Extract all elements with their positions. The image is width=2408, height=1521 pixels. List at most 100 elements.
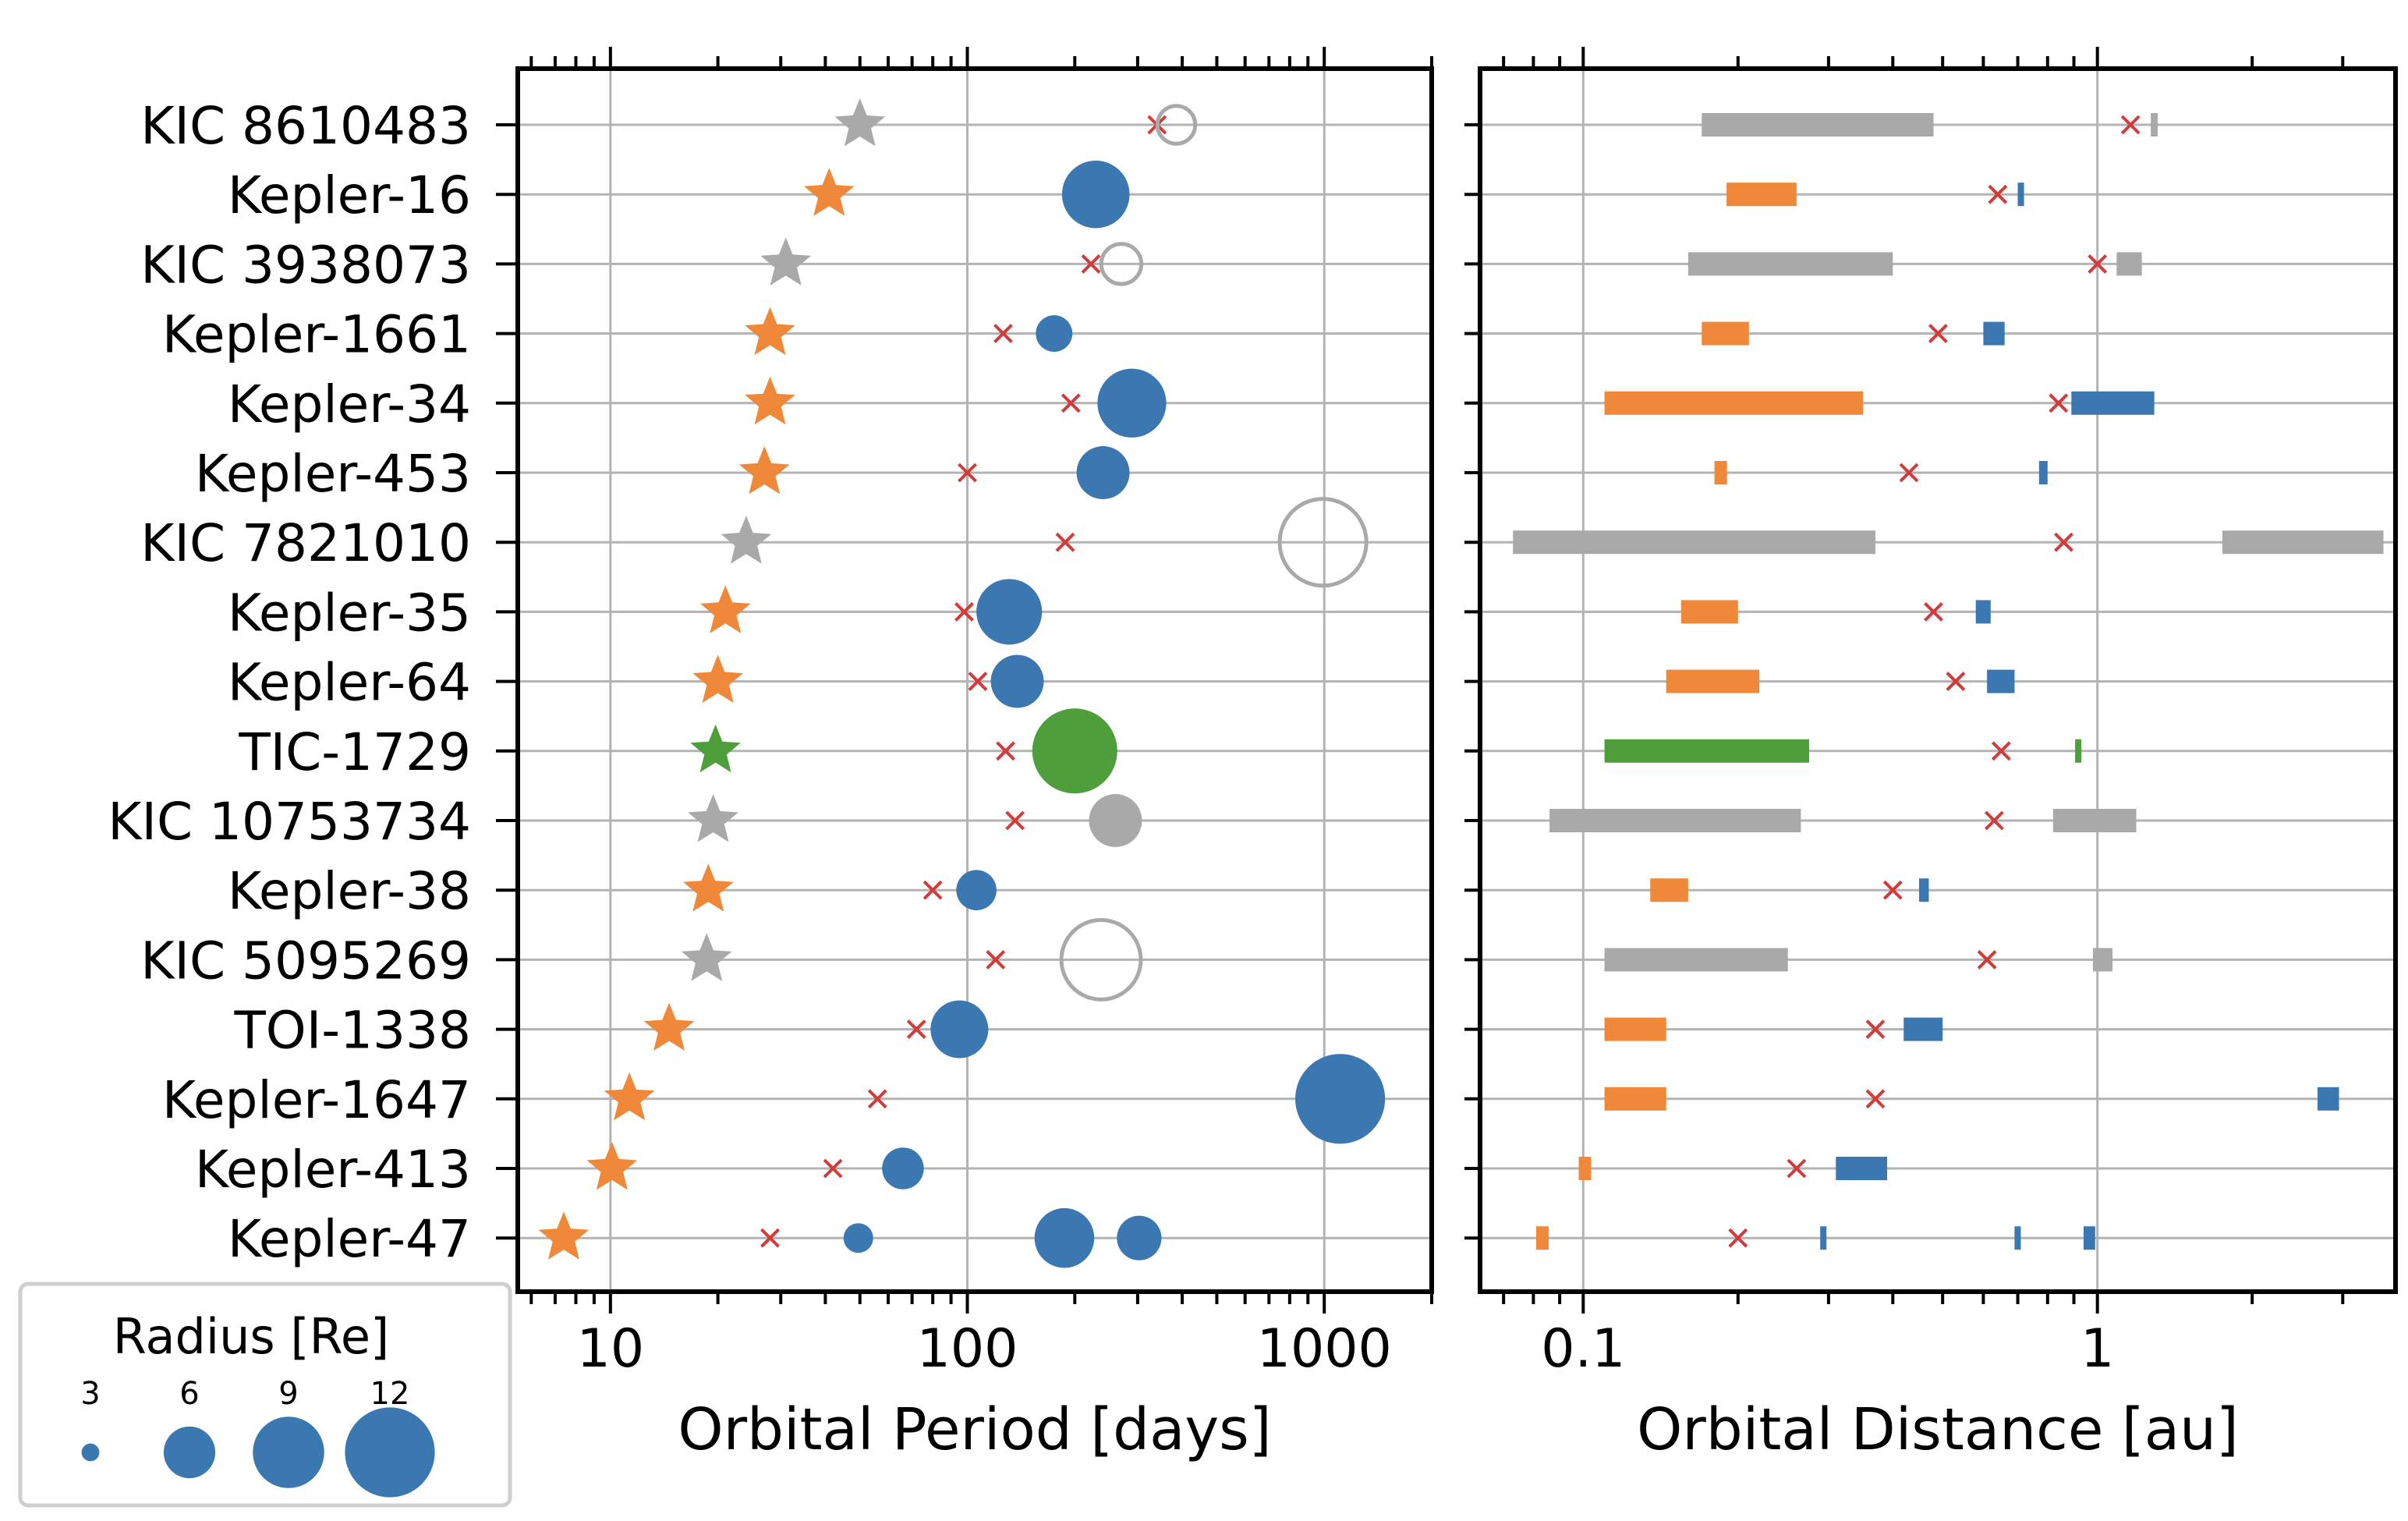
planet-marker [1032, 708, 1117, 794]
radius-legend: Radius [Re] 3 6 9 12 [18, 1282, 512, 1508]
binary-separation-bar [1702, 113, 1934, 136]
system-name-label: KIC 7821010 [140, 513, 471, 573]
planet-candidate-marker [1277, 497, 1369, 588]
system-name-label: Kepler-38 [228, 861, 471, 921]
planet-marker [956, 870, 997, 911]
planet-distance-bar [2222, 530, 2384, 555]
binary-star-marker [745, 307, 795, 356]
planet-distance-bar [1975, 600, 1991, 624]
planet-candidate-marker [1099, 242, 1144, 286]
legend-size-marker [81, 1443, 100, 1462]
system-name-label: Kepler-34 [228, 374, 471, 434]
planet-distance-bar [2071, 391, 2155, 415]
binary-separation-bar [1714, 461, 1727, 484]
critical-period-marker [986, 949, 1006, 970]
legend-size-label: 12 [370, 1376, 410, 1412]
planet-distance-bar [2052, 809, 2137, 832]
planet-marker [1034, 1207, 1095, 1268]
planet-distance-bar [2116, 252, 2142, 276]
critical-distance-marker [2054, 532, 2073, 552]
binary-star-marker [700, 585, 751, 633]
left-x-tick-label: 100 [917, 1318, 1018, 1380]
planet-marker [1076, 446, 1130, 499]
binary-separation-bar [1680, 600, 1738, 624]
critical-distance-marker [1946, 672, 1966, 692]
system-name-label: Kepler-16 [228, 165, 471, 225]
critical-period-marker [1005, 810, 1025, 831]
system-name-label: KIC 5095269 [140, 931, 471, 991]
critical-distance-marker [1899, 463, 1919, 483]
system-name-label: Kepler-47 [228, 1209, 471, 1269]
binary-separation-bar [1604, 948, 1788, 972]
critical-distance-marker [2120, 115, 2141, 135]
critical-period-marker [867, 1089, 887, 1109]
planet-marker [843, 1223, 873, 1253]
planet-distance-bar [2083, 1226, 2095, 1250]
planet-distance-bar [2075, 739, 2082, 763]
binary-star-marker [834, 98, 886, 147]
planet-distance-bar [2092, 948, 2113, 972]
binary-star-marker [643, 1002, 695, 1051]
system-name-label: Kepler-64 [228, 653, 471, 713]
binary-star-marker [690, 724, 741, 773]
planet-distance-bar [1820, 1226, 1827, 1250]
axis-labels: Orbital Period [days] Orbital Distance [… [108, 96, 2239, 1463]
critical-period-marker [922, 880, 943, 900]
binary-separation-bar [1650, 878, 1688, 902]
binary-star-marker [745, 376, 795, 425]
legend-size-marker [163, 1426, 216, 1479]
binary-separation-bar [1578, 1157, 1592, 1180]
system-name-label: KIC 10753734 [108, 792, 471, 852]
system-name-label: Kepler-453 [195, 444, 471, 504]
critical-distance-marker [2049, 393, 2069, 413]
system-name-label: Kepler-1647 [162, 1070, 471, 1130]
binary-separation-bar [1535, 1226, 1549, 1250]
planet-distance-bar [1987, 669, 2015, 693]
axis-ticks [496, 47, 2345, 1314]
planet-marker [930, 1000, 989, 1058]
binary-star-marker [688, 794, 738, 842]
axes-frames [515, 66, 2398, 1294]
planet-marker [1117, 1215, 1162, 1260]
system-name-label: KIC 3938073 [140, 235, 471, 295]
critical-period-marker [954, 601, 974, 622]
binary-separation-bar [1687, 252, 1893, 276]
binary-separation-bar [1604, 1017, 1666, 1041]
critical-period-marker [906, 1019, 926, 1040]
planet-distance-bar [2151, 113, 2158, 136]
planet-distance-bar [2017, 183, 2024, 207]
binary-star-marker [804, 168, 855, 216]
binary-separation-bar [1666, 669, 1760, 693]
critical-distance-marker [1865, 1019, 1886, 1040]
critical-period-marker [1055, 532, 1075, 552]
binary-star-marker [683, 863, 734, 912]
critical-distance-marker [1924, 601, 1943, 622]
planet-distance-bar [1836, 1157, 1888, 1180]
binary-star-marker [681, 933, 732, 981]
left-x-tick-label: 10 [577, 1318, 645, 1380]
orbital-distance-panel-marks [1513, 113, 2384, 1250]
critical-period-marker [760, 1228, 780, 1248]
critical-distance-marker [1984, 810, 2004, 831]
planet-candidate-marker [1155, 104, 1198, 146]
critical-period-marker [993, 324, 1013, 344]
system-name-label: KIC 8610483 [140, 96, 471, 156]
planet-marker [1061, 160, 1130, 229]
planet-distance-bar [2038, 461, 2048, 484]
binary-star-marker [538, 1211, 590, 1260]
binary-separation-bar [1702, 321, 1749, 346]
planet-distance-bar [1903, 1017, 1943, 1041]
left-x-axis-label: Orbital Period [days] [678, 1396, 1271, 1463]
binary-separation-bar [1604, 1087, 1666, 1111]
binary-star-marker [760, 237, 812, 285]
planet-distance-bar [1919, 878, 1929, 902]
planet-marker [1036, 315, 1073, 353]
legend-size-marker [253, 1416, 324, 1488]
critical-period-marker [823, 1158, 843, 1179]
system-name-label: Kepler-35 [228, 583, 471, 643]
binary-separation-bar [1726, 183, 1797, 207]
planet-marker [1097, 368, 1167, 438]
critical-distance-marker [1988, 184, 2008, 204]
binary-star-marker [738, 446, 790, 495]
